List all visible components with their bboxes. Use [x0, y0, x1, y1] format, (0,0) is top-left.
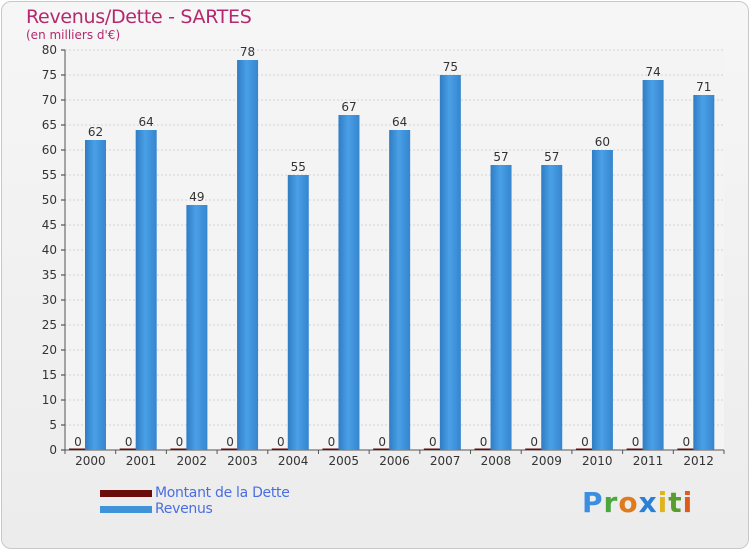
bar-revenus: [237, 60, 259, 450]
legend-swatch-dette: [100, 490, 152, 497]
data-label-revenus: 49: [189, 190, 204, 204]
data-label-revenus: 78: [240, 45, 255, 59]
x-tick-label: 2002: [176, 454, 207, 468]
data-label-revenus: 60: [595, 135, 610, 149]
bar-dette: [677, 448, 696, 450]
bar-dette: [423, 448, 442, 450]
data-label-dette: 0: [125, 435, 133, 449]
bar-revenus: [338, 115, 360, 450]
legend-label-dette: Montant de la Dette: [155, 485, 290, 501]
bar-revenus: [186, 205, 208, 450]
data-label-dette: 0: [328, 435, 336, 449]
bar-revenus: [693, 95, 715, 450]
data-label-revenus: 62: [88, 125, 103, 139]
bar-dette: [525, 448, 544, 450]
logo-letter: r: [603, 486, 619, 519]
bar-revenus: [389, 130, 411, 450]
x-tick-label: 2005: [329, 454, 360, 468]
bar-dette: [373, 448, 392, 450]
data-label-dette: 0: [176, 435, 184, 449]
bar-dette: [170, 448, 189, 450]
data-label-dette: 0: [530, 435, 538, 449]
data-label-dette: 0: [226, 435, 234, 449]
x-tick-label: 2008: [481, 454, 512, 468]
data-label-dette: 0: [429, 435, 437, 449]
y-tick-label: 15: [42, 368, 57, 382]
x-tick-label: 2011: [633, 454, 664, 468]
bar-dette: [69, 448, 87, 450]
y-tick-label: 25: [42, 318, 57, 332]
data-label-dette: 0: [277, 435, 285, 449]
y-tick-label: 0: [49, 443, 57, 457]
bar-revenus: [591, 150, 613, 450]
y-tick-label: 70: [42, 93, 57, 107]
y-tick-label: 20: [42, 343, 57, 357]
data-label-dette: 0: [480, 435, 488, 449]
logo-letter: x: [638, 486, 658, 519]
y-tick-label: 10: [42, 393, 57, 407]
bar-dette: [474, 448, 493, 450]
chart-title: Revenus/Dette - SARTES: [26, 6, 252, 28]
data-label-revenus: 71: [696, 80, 711, 94]
bar-dette: [119, 448, 138, 450]
x-tick-label: 2004: [278, 454, 309, 468]
data-label-revenus: 55: [291, 160, 306, 174]
data-label-dette: 0: [632, 435, 640, 449]
bar-revenus: [541, 165, 563, 450]
x-tick-label: 2000: [75, 454, 106, 468]
bar-dette: [221, 448, 240, 450]
y-tick-label: 35: [42, 268, 57, 282]
bar-revenus: [135, 130, 157, 450]
data-label-revenus: 64: [139, 115, 154, 129]
bar-dette: [575, 448, 594, 450]
x-tick-label: 2006: [379, 454, 410, 468]
x-tick-label: 2003: [227, 454, 258, 468]
y-tick-label: 60: [42, 143, 57, 157]
bar-dette: [626, 448, 645, 450]
y-tick-label: 30: [42, 293, 57, 307]
y-tick-label: 75: [42, 68, 57, 82]
y-tick-label: 40: [42, 243, 57, 257]
bar-revenus: [642, 80, 664, 450]
y-tick-label: 65: [42, 118, 57, 132]
y-tick-label: 50: [42, 193, 57, 207]
x-tick-label: 2009: [531, 454, 562, 468]
y-tick-label: 45: [42, 218, 57, 232]
data-label-revenus: 67: [341, 100, 356, 114]
y-tick-label: 55: [42, 168, 57, 182]
data-label-revenus: 57: [493, 150, 508, 164]
logo-letter: i: [682, 486, 694, 519]
bar-dette: [271, 448, 290, 450]
legend-swatch-revenus: [100, 506, 152, 513]
data-label-dette: 0: [682, 435, 690, 449]
bar-revenus: [85, 140, 106, 450]
proxiti-logo: Proxiti: [582, 486, 693, 519]
logo-letter: i: [657, 486, 669, 519]
bar-revenus: [287, 175, 309, 450]
data-label-revenus: 64: [392, 115, 407, 129]
legend-label-revenus: Revenus: [155, 501, 213, 517]
x-tick-label: 2010: [582, 454, 613, 468]
x-tick-label: 2012: [683, 454, 714, 468]
bar-revenus: [490, 165, 512, 450]
data-label-revenus: 75: [443, 60, 458, 74]
data-label-revenus: 57: [544, 150, 559, 164]
y-tick-label: 80: [42, 43, 57, 57]
x-tick-label: 2007: [430, 454, 461, 468]
logo-letter: o: [618, 486, 639, 519]
x-tick-label: 2001: [126, 454, 157, 468]
data-label-dette: 0: [378, 435, 386, 449]
data-label-dette: 0: [581, 435, 589, 449]
y-tick-label: 5: [49, 418, 57, 432]
data-label-dette: 0: [74, 435, 82, 449]
chart-subtitle: (en milliers d'€): [26, 28, 121, 42]
bar-dette: [322, 448, 341, 450]
logo-letter: t: [668, 486, 683, 519]
data-label-revenus: 74: [645, 65, 660, 79]
logo-letter: P: [582, 486, 604, 519]
bar-revenus: [439, 75, 461, 450]
